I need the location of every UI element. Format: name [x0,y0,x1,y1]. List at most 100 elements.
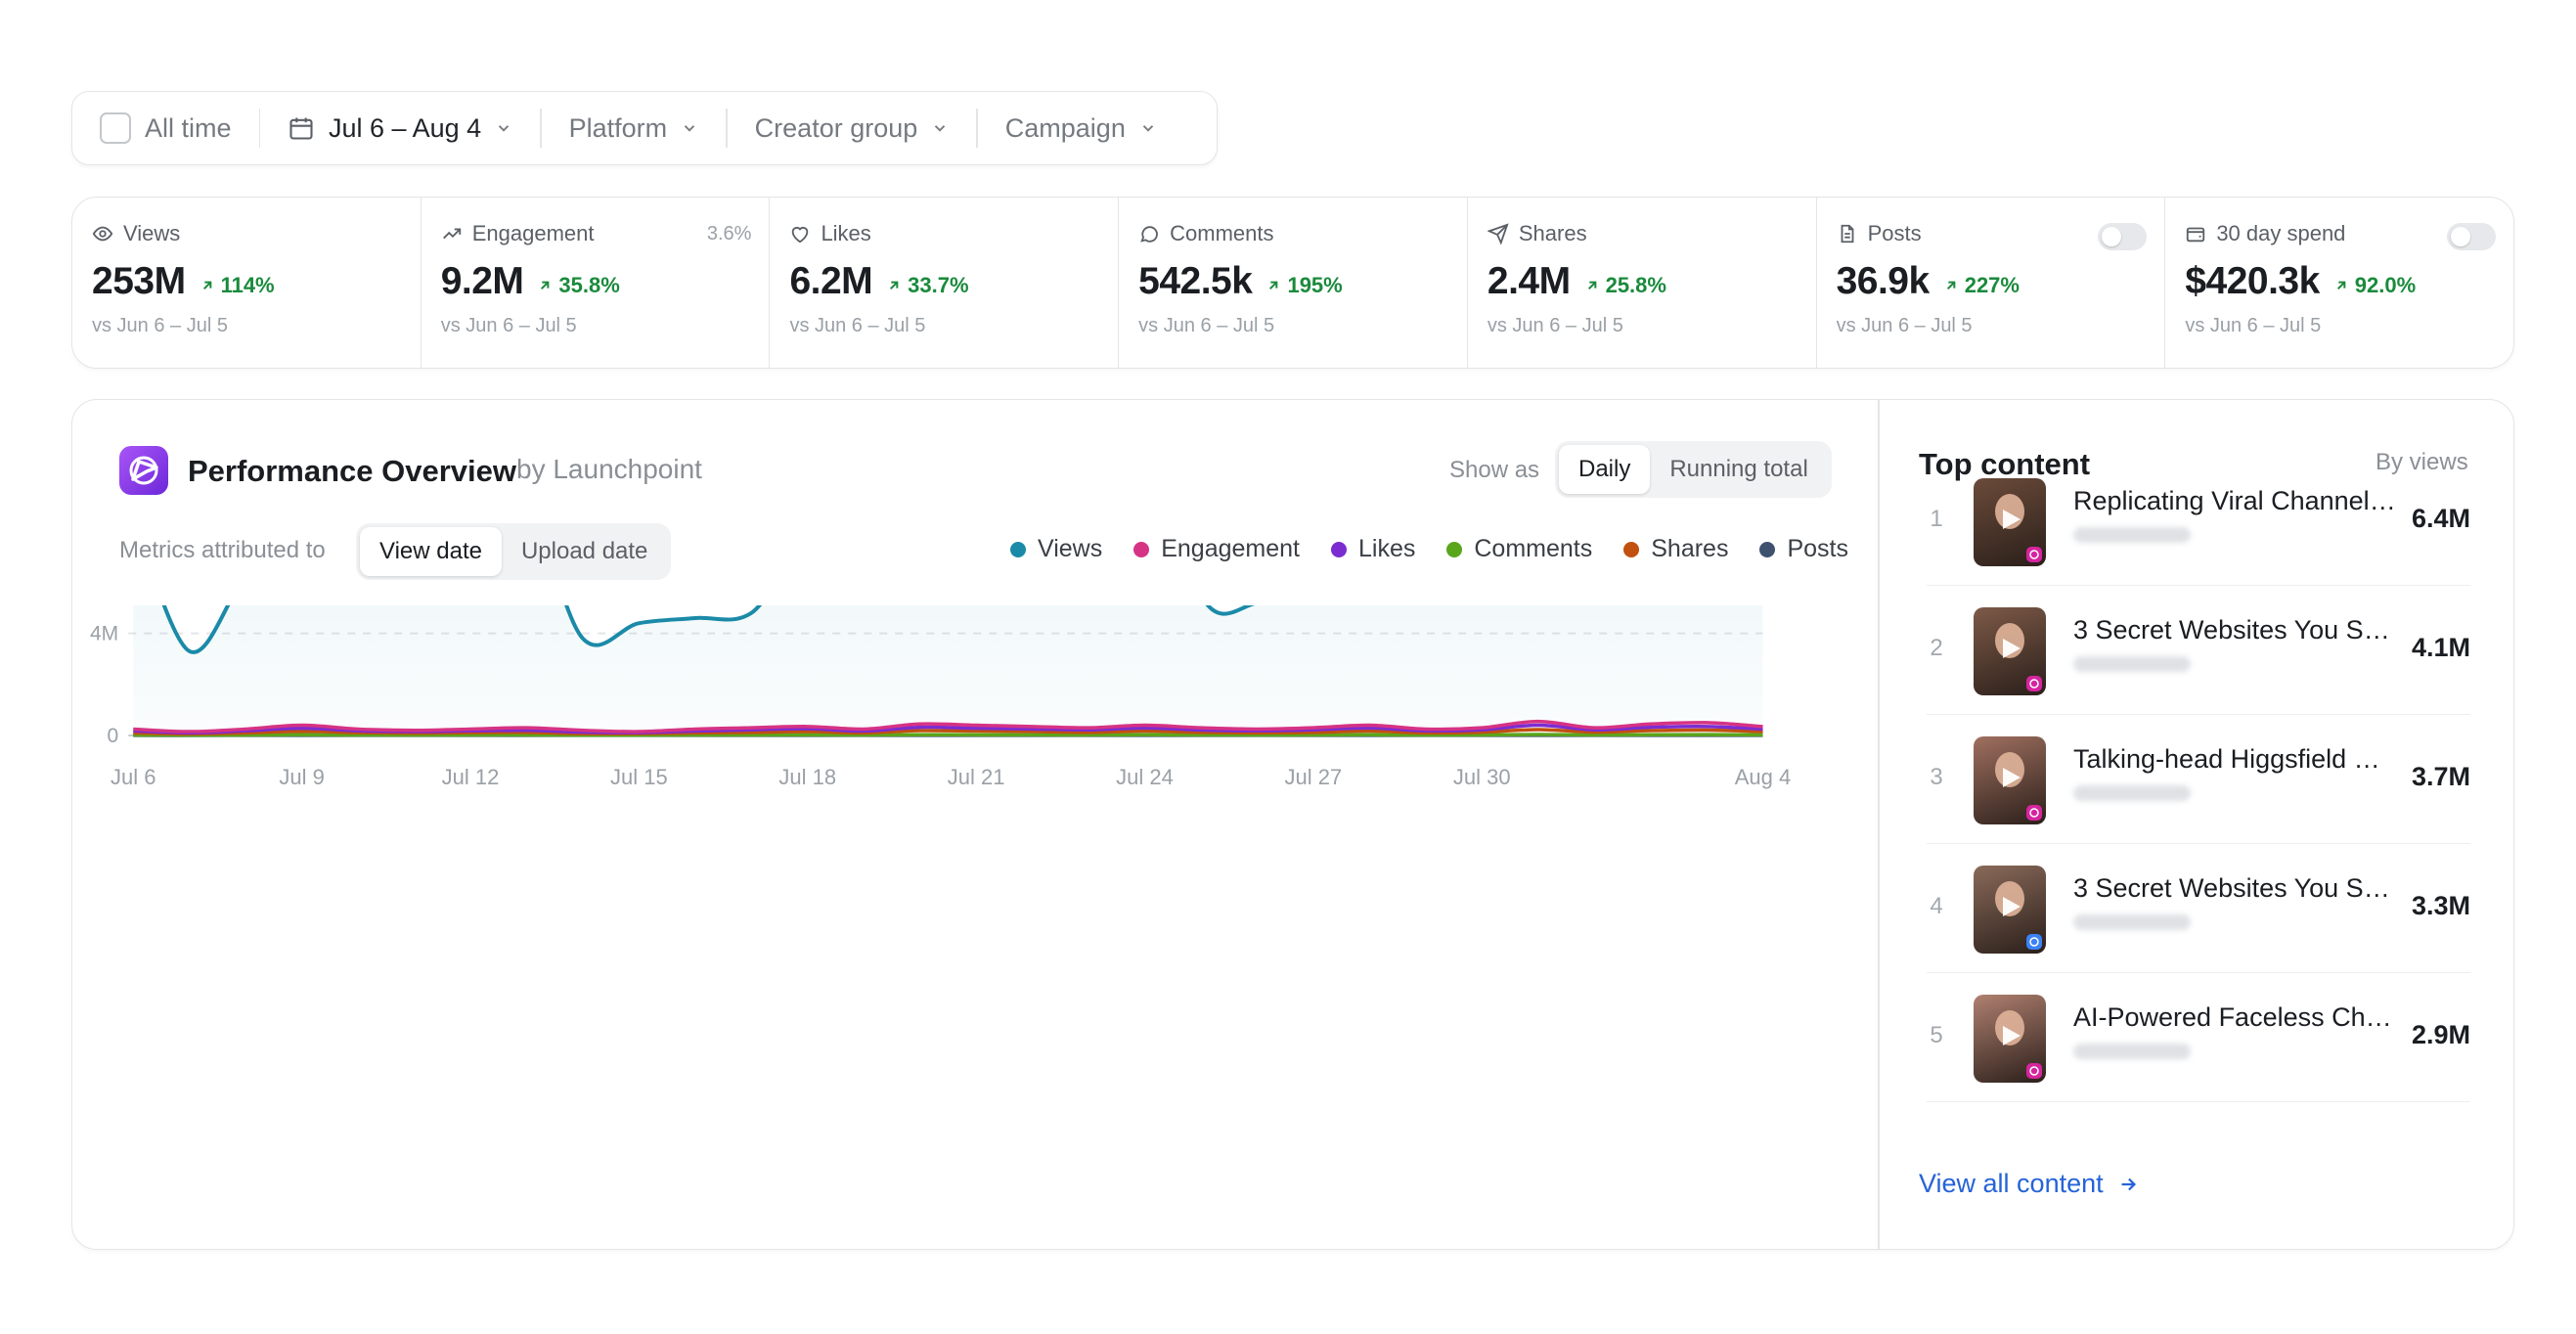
calendar-icon [289,117,313,140]
view-date-button[interactable]: View date [360,527,502,576]
daily-button[interactable]: Daily [1559,445,1651,494]
metric-delta: 114% [200,273,275,298]
top-content-sort[interactable]: By views [2376,449,2468,475]
creator-group-dropdown[interactable]: Creator group [728,92,977,164]
instagram-icon [2026,1063,2042,1079]
all-time-label: All time [145,112,232,143]
thumbnail[interactable] [1974,995,2046,1083]
legend-label: Views [1037,535,1103,562]
legend-dot [1623,541,1640,557]
legend-dot [1009,541,1026,557]
send-icon [1487,223,1509,245]
x-tick-label: Jul 30 [1453,765,1511,789]
chevron-down-icon [498,125,510,132]
eye-icon [92,226,113,242]
metric-posts[interactable]: Posts 36.9k 227% vs Jun 6 – Jul 5 [1817,198,2166,368]
creator-group-label: Creator group [754,112,918,143]
metric-compare: vs Jun 6 – Jul 5 [2185,315,2322,336]
view-all-content-link[interactable]: View all content [1919,1169,2139,1199]
posts-toggle[interactable] [2098,223,2148,250]
metric-compare: vs Jun 6 – Jul 5 [92,315,228,336]
all-time-filter[interactable]: All time [92,92,259,164]
content-views: 4.1M [2411,633,2470,662]
comment-icon [1140,226,1159,243]
metric-delta: 35.8% [537,273,620,298]
thumbnail[interactable] [1974,866,2046,954]
divider [540,109,542,148]
metric-value: 253M [92,260,186,302]
list-item[interactable]: 5 AI-Powered Faceless Cha... 2.9M [1927,973,2470,1102]
platform-dropdown[interactable]: Platform [542,92,727,164]
metric-delta: 25.8% [1584,273,1666,298]
metric-comments[interactable]: Comments 542.5k 195% vs Jun 6 – Jul 5 [1119,198,1468,368]
arrow-up-right-icon [1946,281,1956,290]
metric-views[interactable]: Views 253M 114% vs Jun 6 – Jul 5 [72,198,422,368]
metric-engagement[interactable]: Engagement 3.6% 9.2M 35.8% vs Jun 6 – Jul… [422,198,771,368]
legend-item-likes[interactable]: Likes [1331,535,1415,563]
x-tick-label: Aug 4 [1735,765,1792,789]
content-title: 3 Secret Websites You Sh... [2073,615,2396,645]
metric-delta: 227% [1943,273,2020,298]
metric-delta: 92.0% [2333,273,2416,298]
legend-item-engagement[interactable]: Engagement [1133,535,1300,563]
x-tick-label: Jul 15 [610,765,668,789]
show-as-toggle: Daily Running total [1555,441,1832,498]
date-range-label: Jul 6 – Aug 4 [329,112,482,143]
metric-shares[interactable]: Shares 2.4M 25.8% vs Jun 6 – Jul 5 [1468,198,1817,368]
platform-label: Platform [568,112,668,143]
legend-item-posts[interactable]: Posts [1759,535,1848,563]
x-tick-label: Jul 9 [279,765,324,789]
spend-toggle[interactable] [2447,223,2497,250]
instagram-icon [2026,676,2042,691]
heart-icon [792,227,809,244]
content-title: Talking-head Higgsfield M... [2073,744,2396,774]
metric-value: 2.4M [1487,260,1571,302]
metric-label: Shares [1518,221,1587,245]
document-icon [1841,224,1854,244]
arrow-up-right-icon [890,281,899,290]
list-item[interactable]: 2 3 Secret Websites You Sh... 4.1M [1927,586,2470,715]
content-title: AI-Powered Faceless Cha... [2073,1002,2396,1032]
thumbnail[interactable] [1974,736,2046,824]
thumbnail[interactable] [1974,478,2046,566]
metric-compare: vs Jun 6 – Jul 5 [789,315,926,336]
page-title: Performance Overview [188,454,517,488]
thumbnail[interactable] [1974,607,2046,695]
metric-label: 30 day spend [2216,221,2346,245]
trend-icon [442,228,461,240]
legend-item-views[interactable]: Views [1009,535,1103,563]
list-item[interactable]: 4 3 Secret Websites You Sh... 3.3M [1927,844,2470,973]
metric-value: 36.9k [1836,260,1931,302]
metric-likes[interactable]: Likes 6.2M 33.7% vs Jun 6 – Jul 5 [770,198,1120,368]
metric-spend[interactable]: 30 day spend $420.3k 92.0% vs Jun 6 – Jul… [2165,198,2513,368]
legend-item-comments[interactable]: Comments [1446,535,1592,563]
running-total-button[interactable]: Running total [1669,456,1808,482]
legend-label: Engagement [1161,535,1300,562]
metric-delta-value: 114% [220,273,275,297]
arrow-up-right-icon [2336,281,2346,290]
all-time-checkbox[interactable] [100,112,131,144]
list-item[interactable]: 1 Replicating Viral Channels... 6.4M [1927,457,2470,586]
attribution-toggle: View date Upload date [356,523,672,580]
launchpoint-logo [119,446,168,495]
legend-label: Likes [1358,535,1416,562]
metric-value: 6.2M [789,260,873,302]
chevron-down-icon [685,125,695,132]
campaign-dropdown[interactable]: Campaign [978,92,1184,164]
content-title: 3 Secret Websites You Sh... [2073,873,2396,903]
upload-date-button[interactable]: Upload date [520,538,648,564]
list-item[interactable]: 3 Talking-head Higgsfield M... 3.7M [1927,715,2470,844]
creator-handle-blurred [2073,527,2191,543]
legend-dot [1331,541,1347,557]
date-range-dropdown[interactable]: Jul 6 – Aug 4 [260,92,540,164]
metric-delta-value: 33.7% [908,273,969,297]
legend-item-shares[interactable]: Shares [1623,535,1728,563]
content-views: 6.4M [2411,504,2470,533]
arrow-up-right-icon [202,281,211,290]
top-content-title: Top content [1919,447,2091,481]
x-tick-label: Jul 6 [111,765,155,789]
performance-card: Performance Overview by Launchpoint Show… [71,399,2514,1250]
metric-label: Engagement [471,221,595,245]
metric-compare: vs Jun 6 – Jul 5 [1836,315,1973,336]
creator-handle-blurred [2073,914,2191,930]
